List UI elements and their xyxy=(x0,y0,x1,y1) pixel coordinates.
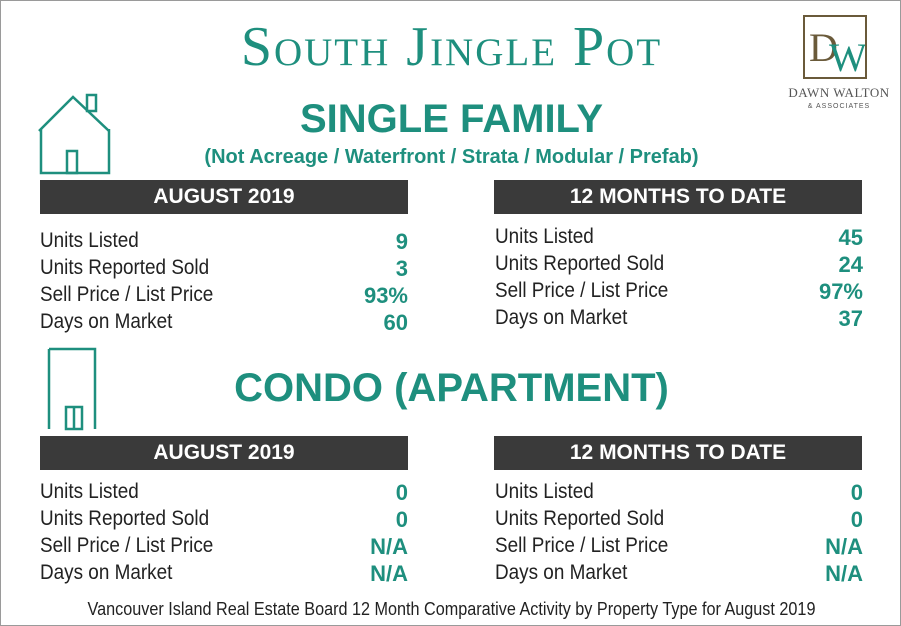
logo-sub: & ASSOCIATES xyxy=(807,103,871,110)
stat-label: Units Reported Sold xyxy=(495,507,665,530)
stat-row: Sell Price / List Price 97% xyxy=(495,279,865,306)
stat-label: Units Reported Sold xyxy=(40,507,210,530)
stat-label: Sell Price / List Price xyxy=(495,279,669,302)
stat-value: 0 xyxy=(395,480,408,505)
stat-row: Units Listed 0 xyxy=(40,480,410,507)
stat-label: Units Reported Sold xyxy=(40,256,210,279)
stat-value: N/A xyxy=(825,534,863,559)
building-icon xyxy=(47,347,99,436)
logo-monogram-icon: D W xyxy=(809,25,867,80)
stat-row: Units Reported Sold 0 xyxy=(40,507,410,534)
stat-label: Days on Market xyxy=(40,310,173,333)
stat-row: Units Listed 9 xyxy=(40,229,410,256)
stat-label: Days on Market xyxy=(495,306,628,329)
stat-value: 0 xyxy=(850,480,863,505)
sf-ytd-stats: Units Listed 45 Units Reported Sold 24 S… xyxy=(495,225,865,333)
stat-label: Units Listed xyxy=(495,480,594,503)
stat-value: 60 xyxy=(383,310,408,335)
stat-value: N/A xyxy=(370,534,408,559)
stat-label: Units Listed xyxy=(40,480,139,503)
sf-ytd-header: 12 MONTHS TO DATE xyxy=(494,180,862,214)
logo-name: DAWN WALTON xyxy=(788,85,890,100)
stat-value: 37 xyxy=(838,306,863,331)
stat-row: Units Reported Sold 0 xyxy=(495,507,865,534)
stat-row: Sell Price / List Price 93% xyxy=(40,283,410,310)
stat-value: 93% xyxy=(363,283,408,308)
single-family-subtitle: (Not Acreage / Waterfront / Strata / Mod… xyxy=(204,146,699,168)
stat-row: Days on Market N/A xyxy=(40,561,410,588)
stat-value: 0 xyxy=(850,507,863,532)
svg-text:W: W xyxy=(829,35,865,77)
stat-value: N/A xyxy=(825,561,863,586)
condo-title: CONDO (APARTMENT) xyxy=(234,366,669,410)
stat-value: 3 xyxy=(395,256,408,281)
stat-row: Sell Price / List Price N/A xyxy=(40,534,410,561)
stat-row: Units Listed 0 xyxy=(495,480,865,507)
house-icon xyxy=(37,91,113,182)
stat-row: Units Listed 45 xyxy=(495,225,865,252)
sf-month-stats: Units Listed 9 Units Reported Sold 3 Sel… xyxy=(40,229,410,337)
stat-label: Units Reported Sold xyxy=(495,252,665,275)
page-title: South Jingle Pot xyxy=(240,16,663,78)
condo-month-stats: Units Listed 0 Units Reported Sold 0 Sel… xyxy=(40,480,410,588)
stat-row: Days on Market N/A xyxy=(495,561,865,588)
svg-text:D: D xyxy=(809,25,838,70)
stat-value: 9 xyxy=(395,229,408,254)
stat-value: 97% xyxy=(818,279,863,304)
condo-ytd-stats: Units Listed 0 Units Reported Sold 0 Sel… xyxy=(495,480,865,588)
stat-row: Days on Market 37 xyxy=(495,306,865,333)
stat-label: Days on Market xyxy=(495,561,628,584)
stat-label: Sell Price / List Price xyxy=(40,283,214,306)
single-family-title: SINGLE FAMILY xyxy=(299,97,603,141)
logo-monogram-box: D W xyxy=(803,15,867,80)
stat-label: Sell Price / List Price xyxy=(495,534,669,557)
stat-row: Sell Price / List Price N/A xyxy=(495,534,865,561)
stat-value: 45 xyxy=(838,225,863,250)
footer-caption: Vancouver Island Real Estate Board 12 Mo… xyxy=(87,599,816,619)
stat-value: N/A xyxy=(370,561,408,586)
stat-label: Days on Market xyxy=(40,561,173,584)
stat-row: Days on Market 60 xyxy=(40,310,410,337)
stat-value: 0 xyxy=(395,507,408,532)
sf-month-header: AUGUST 2019 xyxy=(40,180,408,214)
condo-ytd-header: 12 MONTHS TO DATE xyxy=(494,436,862,470)
stat-label: Units Listed xyxy=(40,229,139,252)
condo-month-header: AUGUST 2019 xyxy=(40,436,408,470)
stat-label: Sell Price / List Price xyxy=(40,534,214,557)
stat-row: Units Reported Sold 3 xyxy=(40,256,410,283)
logo: D W DAWN WALTON & ASSOCIATES xyxy=(780,11,898,116)
stat-row: Units Reported Sold 24 xyxy=(495,252,865,279)
stat-label: Units Listed xyxy=(495,225,594,248)
stat-value: 24 xyxy=(838,252,863,277)
